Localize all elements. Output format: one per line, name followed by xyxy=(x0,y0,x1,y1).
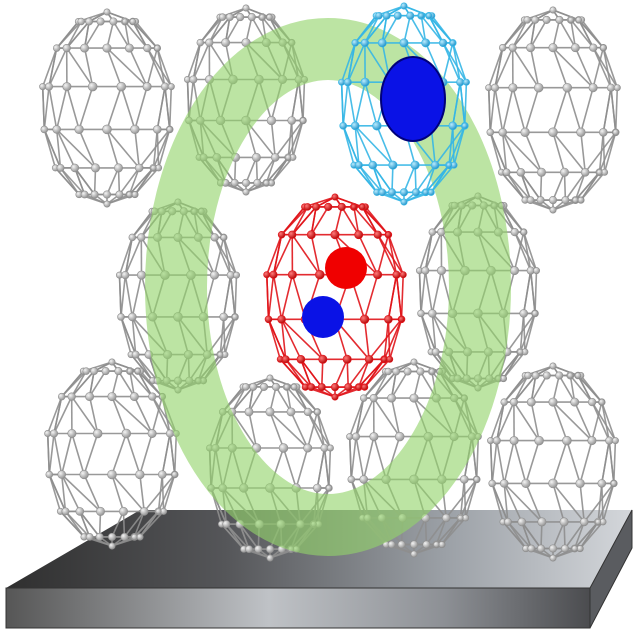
blue-ion-center xyxy=(302,296,344,338)
gray-fullerene-1 xyxy=(39,8,175,208)
background-fullerenes xyxy=(39,4,621,562)
halo-ring xyxy=(145,18,511,556)
cyan-fullerene xyxy=(338,2,470,206)
red-ion xyxy=(325,247,367,289)
substrate-side xyxy=(589,509,633,629)
substrate-front xyxy=(5,587,591,629)
gray-fullerene-6 xyxy=(44,358,180,550)
gray-fullerene-9 xyxy=(487,362,619,562)
blue-ion-top xyxy=(380,56,446,142)
gray-fullerene-3 xyxy=(485,6,621,214)
